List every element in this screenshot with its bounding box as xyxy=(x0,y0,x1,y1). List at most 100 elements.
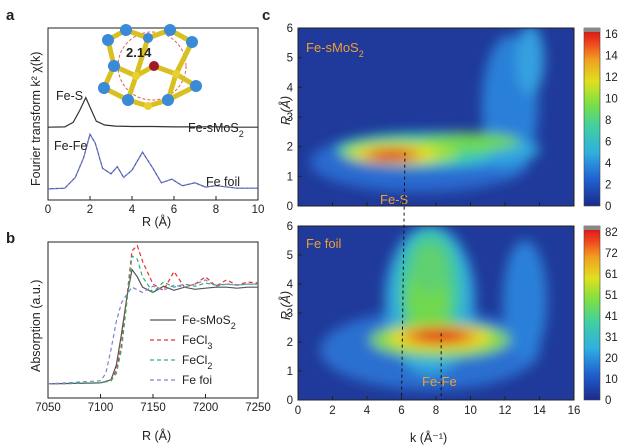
series-fit-1 xyxy=(47,133,258,190)
panel-label-a: a xyxy=(6,7,15,24)
a-xtick-label: 4 xyxy=(129,204,136,216)
legend-label-1: FeCl3 xyxy=(182,333,212,351)
c-ytick-label: 5 xyxy=(287,250,293,262)
colorbar-tick-label: 51 xyxy=(605,290,618,302)
heatmap-fe-foil: Fe foil Fe-Fe xyxy=(297,225,575,401)
colorbar-bottom xyxy=(583,225,601,401)
series-line-0 xyxy=(47,268,258,385)
c-ytick-label: 3 xyxy=(287,112,293,124)
colorbar-tick-label: 2 xyxy=(605,180,611,192)
panel-a-series xyxy=(47,96,258,190)
c-xtick-label: 16 xyxy=(568,405,581,417)
a-xtick-label: 0 xyxy=(45,204,51,216)
colorbar-top-cap xyxy=(584,28,600,32)
colorbar-top xyxy=(583,27,601,207)
heatmap-top-ylabel: R (Å) xyxy=(278,96,293,125)
c-xtick-label: 8 xyxy=(433,405,439,417)
panel-b-xlabel: R (Å) xyxy=(142,428,171,443)
c-ytick-label: 2 xyxy=(287,337,293,349)
legend-label-0: Fe-sMoS2 xyxy=(182,313,236,331)
b-xtick-label: 7200 xyxy=(193,402,219,414)
colorbar-bottom-cap xyxy=(584,226,600,230)
panel-a-ylabel: Fourier transform k² χ(k) xyxy=(29,52,43,186)
c-xtick-label: 2 xyxy=(329,405,335,417)
colorbar-tick-label: 31 xyxy=(605,332,618,344)
c-ytick-label: 1 xyxy=(287,366,293,378)
colorbar-tick-label: 0 xyxy=(605,395,611,407)
c-ytick-label: 6 xyxy=(287,23,293,35)
legend-label-2: FeCl2 xyxy=(182,353,212,371)
panel-c: Fe-sMoS2 Fe-S Fe xyxy=(278,23,618,445)
peak-guide-lines xyxy=(401,152,442,401)
series-line-3 xyxy=(47,279,258,385)
panel-a-ticks: 0 2 4 6 8 10 xyxy=(45,196,265,216)
structure-inset: 2.14 xyxy=(98,24,202,110)
colorbar-tick-label: 4 xyxy=(605,158,612,170)
heatmap-top-annotation: Fe-S xyxy=(380,192,409,207)
a-xtick-label: 8 xyxy=(213,204,219,216)
colorbar-tick-label: 61 xyxy=(605,269,618,281)
heatmap-fe-smos2: Fe-sMoS2 Fe-S xyxy=(297,27,575,207)
series-line-2 xyxy=(47,255,258,385)
c-xtick-label: 0 xyxy=(295,405,301,417)
c-ytick-label: 0 xyxy=(287,201,293,213)
panel-label-c: c xyxy=(262,7,270,24)
colorbar-tick-label: 10 xyxy=(605,94,618,106)
panel-b-ticks: 7050 7100 7150 7200 7250 xyxy=(35,394,271,414)
panel-a: 0 2 4 6 8 10 Fourier transform k² χ(k) R (Å) … xyxy=(29,24,264,229)
heatmap-bottom-ylabel: R (Å) xyxy=(278,291,293,320)
c-xtick-label: 4 xyxy=(364,405,371,417)
colorbar-tick-label: 0 xyxy=(605,201,611,213)
series-line-1 xyxy=(47,244,259,385)
panel-a-ylabel-text: Fourier transform k² χ(k) xyxy=(29,52,43,186)
panel-a-frame xyxy=(47,27,259,201)
c-ytick-label: 3 xyxy=(287,308,293,320)
bond-length-label: 2.14 xyxy=(126,45,152,60)
a-xtick-label: 6 xyxy=(171,204,177,216)
s-atoms xyxy=(132,70,180,110)
panel-c-xlabel: k (Å⁻¹) xyxy=(410,430,447,445)
series-line-0 xyxy=(47,96,258,128)
series-label-fe-smos2: Fe-sMoS2 xyxy=(188,121,244,139)
c-xtick-label: 10 xyxy=(464,405,477,417)
colorbar-tick-label: 12 xyxy=(605,72,618,84)
annotation-fe-s: Fe-S xyxy=(56,89,83,103)
heatmap-bottom-annotation: Fe-Fe xyxy=(422,374,457,389)
c-ytick-label: 0 xyxy=(287,395,293,407)
b-xtick-label: 7100 xyxy=(88,402,114,414)
annotation-fe-fe: Fe-Fe xyxy=(54,139,87,153)
colorbar-tick-label: 41 xyxy=(605,311,618,323)
c-xtick-label: 14 xyxy=(533,405,546,417)
a-xtick-label: 10 xyxy=(252,204,265,216)
c-ytick-label: 5 xyxy=(287,53,293,65)
panel-a-xlabel: R (Å) xyxy=(142,214,171,229)
c-ytick-label: 4 xyxy=(287,82,294,94)
mo-atoms xyxy=(98,24,202,106)
colorbar-tick-label: 72 xyxy=(605,248,618,260)
b-xtick-label: 7050 xyxy=(35,402,61,414)
b-xtick-label: 7150 xyxy=(140,402,166,414)
c-xtick-label: 12 xyxy=(499,405,512,417)
heatmap-bottom-label: Fe foil xyxy=(306,236,342,251)
colorbar-tick-label: 6 xyxy=(605,137,611,149)
colorbar-tick-label: 8 xyxy=(605,115,611,127)
legend-label-3: Fe foi xyxy=(182,373,212,387)
colorbar-tick-label: 10 xyxy=(605,374,618,386)
c-xtick-label: 6 xyxy=(398,405,404,417)
c-ytick-label: 6 xyxy=(287,221,293,233)
panel-b-legend: Fe-sMoS2 FeCl3 FeCl2 Fe foi xyxy=(150,313,236,387)
c-ytick-label: 1 xyxy=(287,171,293,183)
colorbar-tick-label: 82 xyxy=(605,227,618,239)
panel-b-ylabel: Absorption (a.u.) xyxy=(29,280,43,372)
guide-fe-s xyxy=(401,152,406,401)
heatmap-top-label: Fe-sMoS2 xyxy=(306,40,364,59)
panel-b: 7050 7100 7150 7200 7250 Absorption (a.u.) R… xyxy=(29,241,271,443)
a-xtick-label: 2 xyxy=(87,204,93,216)
colorbar-tick-label: 20 xyxy=(605,353,618,365)
panel-b-series xyxy=(47,244,259,385)
c-ytick-label: 2 xyxy=(287,142,293,154)
colorbar-tick-label: 16 xyxy=(605,29,618,41)
